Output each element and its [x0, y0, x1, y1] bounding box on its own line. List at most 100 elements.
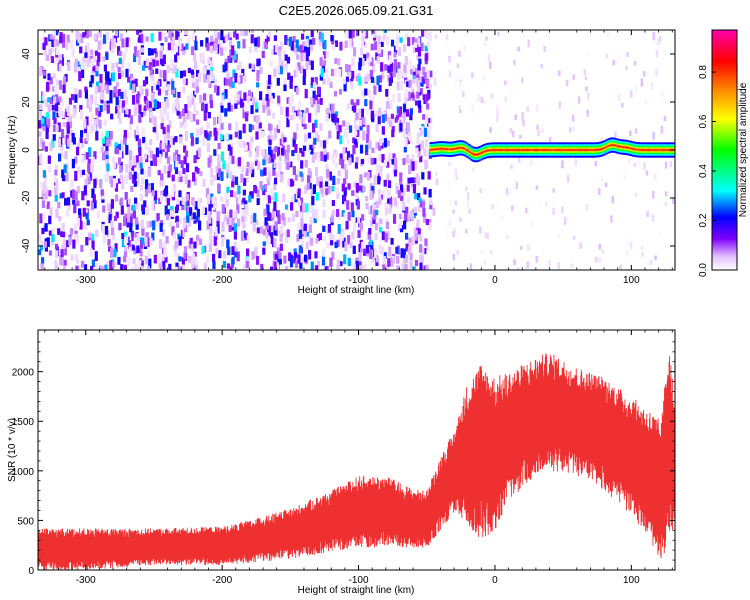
noise-cell: [206, 134, 210, 141]
noise-cell: [179, 70, 184, 79]
noise-cell: [343, 195, 347, 202]
noise-cell: [338, 68, 342, 78]
noise-cell: [300, 205, 304, 212]
noise-cell: [229, 266, 233, 270]
noise-cell: [672, 197, 675, 205]
noise-cell: [207, 111, 211, 119]
noise-cell: [578, 242, 581, 250]
noise-cell: [165, 196, 169, 203]
noise-cell: [184, 224, 188, 233]
noise-cell: [137, 139, 141, 147]
noise-cell: [209, 234, 213, 245]
noise-cell: [261, 130, 265, 138]
noise-cell: [362, 117, 366, 126]
noise-cell: [109, 89, 113, 98]
noise-cell: [354, 162, 359, 169]
noise-cell: [91, 240, 95, 251]
carrier-cell: [513, 149, 516, 151]
noise-cell: [176, 156, 180, 164]
noise-cell: [174, 240, 178, 248]
noise-cell: [388, 204, 392, 214]
noise-cell: [309, 178, 313, 186]
noise-cell: [637, 161, 640, 167]
noise-cell: [194, 166, 198, 172]
noise-cell: [419, 262, 423, 270]
noise-cell: [406, 122, 410, 132]
noise-cell: [75, 254, 79, 262]
carrier-cell: [496, 149, 500, 151]
noise-cell: [149, 116, 153, 123]
noise-cell: [234, 247, 238, 258]
noise-cell: [226, 171, 230, 179]
noise-cell: [191, 95, 195, 105]
noise-cell: [232, 69, 236, 78]
noise-cell: [262, 247, 266, 255]
noise-cell: [557, 234, 560, 240]
noise-cell: [371, 95, 375, 101]
noise-cell: [485, 36, 488, 41]
noise-cell: [322, 235, 327, 242]
noise-cell: [316, 99, 321, 108]
noise-cell: [280, 60, 284, 70]
noise-cell: [41, 257, 45, 264]
noise-cell: [310, 206, 314, 213]
carrier-cell: [509, 149, 512, 151]
noise-cell: [295, 123, 300, 132]
noise-cell: [142, 136, 146, 144]
carrier-cell: [462, 147, 465, 149]
noise-cell: [405, 206, 409, 214]
carrier-cell: [494, 149, 498, 151]
noise-cell: [192, 113, 196, 122]
noise-cell: [435, 171, 438, 176]
noise-cell: [66, 122, 70, 130]
noise-cell: [222, 260, 226, 268]
noise-cell: [181, 264, 185, 270]
noise-cell: [178, 256, 182, 262]
noise-cell: [248, 123, 252, 133]
noise-cell: [418, 76, 422, 83]
noise-cell: [263, 42, 268, 49]
noise-cell: [192, 200, 196, 207]
carrier-cell: [447, 148, 451, 150]
noise-cell: [333, 115, 337, 122]
noise-cell: [182, 78, 186, 85]
noise-cell: [150, 33, 154, 43]
noise-cell: [552, 188, 555, 193]
noise-cell: [291, 194, 295, 201]
noise-cell: [249, 141, 253, 150]
noise-cell: [368, 58, 372, 67]
noise-cell: [294, 46, 298, 55]
noise-cell: [307, 168, 311, 178]
noise-cell: [474, 110, 478, 115]
noise-cell: [462, 91, 465, 98]
noise-cell: [598, 257, 602, 263]
noise-cell: [125, 68, 129, 78]
carrier-cell: [658, 149, 661, 151]
noise-cell: [228, 123, 232, 131]
noise-cell: [325, 137, 329, 145]
noise-cell: [120, 91, 124, 99]
noise-cell: [262, 105, 266, 113]
noise-cell: [334, 111, 339, 117]
noise-cell: [283, 77, 287, 85]
noise-cell: [511, 130, 515, 138]
noise-cell: [273, 225, 277, 236]
noise-cell: [129, 73, 134, 79]
noise-cell: [316, 260, 321, 268]
noise-cell: [229, 134, 233, 140]
noise-cell: [138, 146, 142, 157]
noise-cell: [417, 83, 421, 93]
noise-cell: [125, 163, 129, 173]
noise-cell: [301, 41, 306, 51]
noise-cell: [362, 186, 366, 193]
noise-cell: [155, 100, 159, 110]
noise-cell: [398, 221, 402, 229]
noise-cell: [288, 114, 292, 120]
noise-cell: [278, 251, 282, 260]
noise-cell: [52, 86, 56, 92]
noise-cell: [135, 155, 139, 163]
noise-cell: [286, 229, 290, 238]
noise-cell: [117, 66, 121, 73]
noise-cell: [326, 107, 330, 117]
noise-cell: [389, 196, 393, 207]
